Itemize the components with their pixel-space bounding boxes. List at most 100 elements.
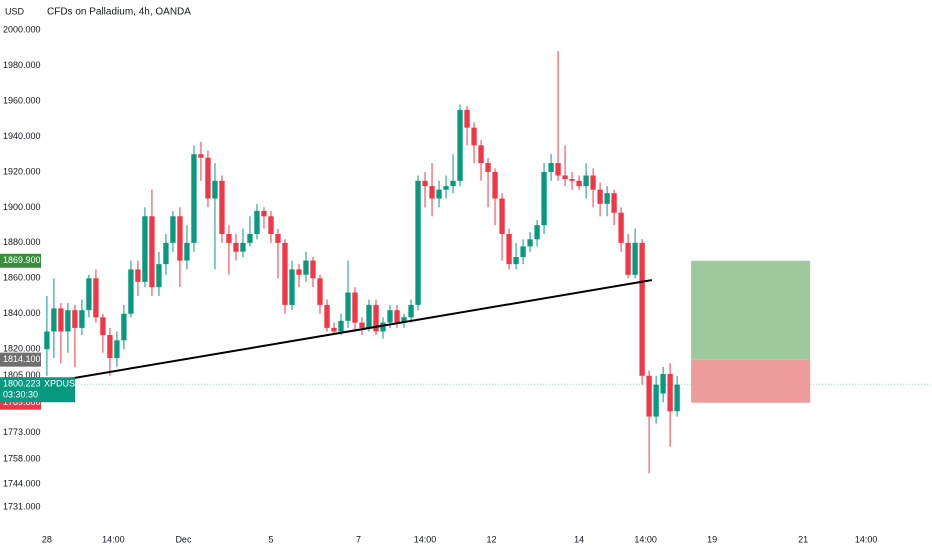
candle-body	[660, 374, 666, 394]
candle-body	[471, 127, 477, 146]
candle-body	[576, 180, 582, 187]
price-badge	[0, 253, 41, 268]
candle-body	[534, 225, 540, 240]
x-tick-label: 7	[356, 534, 361, 544]
candle-body	[387, 310, 393, 323]
candle-body	[590, 175, 596, 190]
y-tick-label: 1940.000	[3, 131, 41, 141]
current-badge	[0, 377, 75, 403]
candle-body	[240, 242, 246, 252]
candle-body	[86, 278, 92, 311]
candle-body	[597, 189, 603, 204]
candle-body	[310, 260, 316, 279]
currency-label: USD	[5, 6, 25, 16]
candle-body	[282, 242, 288, 305]
candle-body	[121, 313, 127, 341]
candle-body	[331, 327, 337, 332]
candle-body	[639, 242, 645, 376]
candle-body	[457, 109, 463, 181]
candle-body	[261, 210, 267, 217]
candle-body	[142, 216, 148, 282]
y-tick-label: 1758.000	[3, 453, 41, 463]
candle-body	[674, 384, 680, 412]
y-tick-label: 1880.000	[3, 237, 41, 247]
x-tick-label: 19	[707, 534, 717, 544]
candle-body	[254, 210, 260, 234]
candle-body	[156, 264, 162, 288]
candle-body	[618, 212, 624, 243]
x-tick-label: 14:00	[855, 534, 878, 544]
price-badge-label: 1869.900	[3, 255, 41, 265]
candle-body	[93, 278, 99, 318]
candle-body	[513, 257, 519, 265]
candle-body	[275, 233, 281, 243]
candle-body	[233, 242, 239, 252]
candle-body	[226, 233, 232, 243]
candle-body	[289, 269, 295, 305]
candle-body	[191, 154, 197, 243]
y-tick-label: 1960.000	[3, 95, 41, 105]
candle-body	[394, 310, 400, 323]
current-price-label: 1800.223	[3, 379, 41, 389]
candle-body	[58, 308, 64, 332]
x-tick-label: Dec	[175, 534, 192, 544]
candle-body	[247, 233, 253, 243]
y-tick-label: 1860.000	[3, 273, 41, 283]
candle-body	[450, 180, 456, 187]
candle-body	[520, 246, 526, 258]
countdown: 03:30:30	[3, 390, 38, 400]
candle-body	[569, 179, 575, 181]
candle-body	[177, 216, 183, 261]
y-tick-label: 1900.000	[3, 202, 41, 212]
candle-body	[324, 304, 330, 328]
x-tick-label: 14	[574, 534, 584, 544]
price-badge	[0, 352, 41, 367]
candle-body	[352, 292, 358, 323]
candle-body	[366, 304, 372, 328]
profit-zone	[691, 260, 811, 360]
candle-body	[499, 198, 505, 234]
candle-body	[541, 171, 547, 226]
candle-body	[506, 233, 512, 265]
candle-body	[268, 216, 274, 234]
x-tick-label: 28	[42, 534, 52, 544]
y-tick-label: 2000.000	[3, 25, 41, 35]
candle-body	[317, 278, 323, 305]
x-tick-label: 14:00	[102, 534, 125, 544]
candle-body	[170, 216, 176, 243]
candle-body	[100, 317, 106, 336]
candle-body	[205, 157, 211, 199]
candle-body	[65, 310, 71, 332]
candle-body	[667, 374, 673, 412]
candle-body	[436, 189, 442, 199]
candle-body	[373, 304, 379, 332]
candle-body	[429, 186, 435, 199]
y-tick-label: 1744.000	[3, 478, 41, 488]
candle-body	[611, 193, 617, 213]
candle-body	[198, 154, 204, 158]
candle-body	[212, 180, 218, 199]
candle-body	[492, 171, 498, 199]
x-tick-label: 21	[798, 534, 808, 544]
candle-body	[604, 193, 610, 204]
y-tick-label: 1920.000	[3, 166, 41, 176]
candle-body	[548, 163, 554, 172]
candle-body	[632, 242, 638, 275]
candle-body	[583, 175, 589, 187]
trendline	[34, 279, 653, 386]
candle-body	[646, 375, 652, 417]
candle-body	[625, 242, 631, 275]
candle-body	[79, 310, 85, 328]
y-tick-label: 1820.000	[3, 344, 41, 354]
candle-body	[527, 239, 533, 247]
x-tick-label: 5	[268, 534, 273, 544]
y-tick-label: 1731.000	[3, 501, 41, 511]
y-tick-label: 1980.000	[3, 60, 41, 70]
candle-body	[44, 331, 50, 350]
candle-body	[219, 180, 225, 234]
candle-body	[443, 186, 449, 190]
current-symbol: XPDUSD	[44, 379, 82, 389]
y-tick-label: 1840.000	[3, 308, 41, 318]
candle-body	[128, 269, 134, 314]
x-tick-label: 12	[487, 534, 497, 544]
